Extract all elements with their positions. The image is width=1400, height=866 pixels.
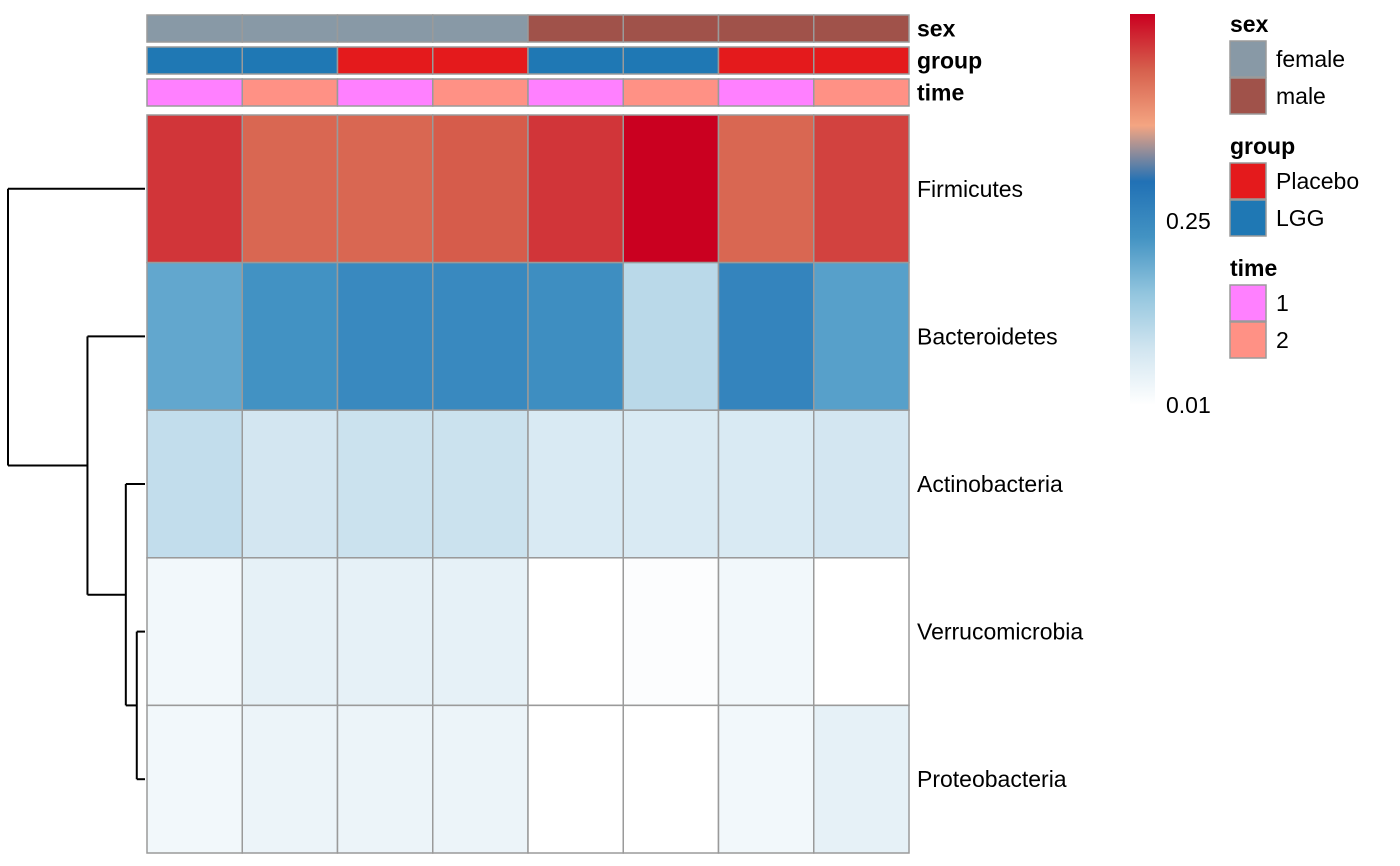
annotation-cell-group-3	[336, 46, 434, 75]
legend-title-group: group	[1230, 133, 1295, 159]
annotation-cell-group-5	[527, 46, 624, 75]
annotation-cell-time-6	[622, 78, 720, 107]
row-label-bacteroidetes: Bacteroidetes	[917, 323, 1058, 349]
heatmap-cell-actinobacteria-5	[527, 409, 624, 559]
heatmap-cells	[146, 114, 910, 854]
heatmap-cell-actinobacteria-8	[813, 409, 910, 559]
heatmap-cell-firmicutes-8	[813, 114, 910, 264]
legend-title-time: time	[1230, 255, 1277, 281]
legend-label-1: 1	[1276, 290, 1289, 316]
annotation-cell-time-8	[813, 78, 910, 107]
annotation-cell-sex-4	[432, 14, 529, 43]
annotation-label-group: group	[917, 48, 982, 74]
heatmap-cell-actinobacteria-3	[336, 409, 434, 559]
heatmap-cell-bacteroidetes-7	[717, 261, 815, 411]
row-label-proteobacteria: Proteobacteria	[917, 766, 1067, 792]
annotation-cell-group-7	[717, 46, 815, 75]
annotation-cell-time-5	[527, 78, 624, 107]
heatmap-cell-proteobacteria-3	[336, 704, 434, 854]
heatmap-cell-bacteroidetes-4	[432, 261, 529, 411]
heatmap-cell-verrucomicrobia-5	[527, 557, 624, 707]
heatmap-cell-firmicutes-5	[527, 114, 624, 264]
heatmap-cell-bacteroidetes-5	[527, 261, 624, 411]
annotation-cell-time-7	[717, 78, 815, 107]
heatmap-cell-proteobacteria-6	[622, 704, 720, 854]
annotation-cell-sex-2	[241, 14, 339, 43]
legend-swatch-male	[1229, 77, 1267, 115]
heatmap-cell-actinobacteria-6	[622, 409, 720, 559]
legend-title-sex: sex	[1230, 11, 1269, 37]
heatmap-cell-verrucomicrobia-7	[717, 557, 815, 707]
heatmap-cell-proteobacteria-2	[241, 704, 339, 854]
annotation-cell-group-2	[241, 46, 339, 75]
annotation-cell-sex-8	[813, 14, 910, 43]
annotation-cell-group-4	[432, 46, 529, 75]
annotation-cell-sex-3	[336, 14, 434, 43]
column-annotations: sex group time	[146, 14, 982, 107]
heatmap-cell-bacteroidetes-3	[336, 261, 434, 411]
heatmap-cell-firmicutes-6	[622, 114, 720, 264]
legend-swatch-female	[1229, 40, 1267, 78]
heatmap-cell-actinobacteria-1	[146, 409, 243, 559]
row-label-firmicutes: Firmicutes	[917, 176, 1023, 202]
annotation-cell-sex-6	[622, 14, 720, 43]
heatmap-cell-verrucomicrobia-2	[241, 557, 339, 707]
legend-label-male: male	[1276, 83, 1326, 109]
legend-swatch-2	[1229, 321, 1267, 359]
heatmap-cell-verrucomicrobia-1	[146, 557, 243, 707]
heatmap-cell-proteobacteria-4	[432, 704, 529, 854]
legend-label-lgg: LGG	[1276, 205, 1325, 231]
heatmap-cell-proteobacteria-1	[146, 704, 243, 854]
heatmap-cell-verrucomicrobia-6	[622, 557, 720, 707]
heatmap-cell-verrucomicrobia-4	[432, 557, 529, 707]
annotation-label-sex: sex	[917, 16, 956, 42]
legend-swatch-1	[1229, 284, 1267, 322]
annotation-cell-sex-5	[527, 14, 624, 43]
heatmap-cell-verrucomicrobia-3	[336, 557, 434, 707]
annotation-label-time: time	[917, 80, 964, 106]
annotation-cell-sex-7	[717, 14, 815, 43]
heatmap-cell-bacteroidetes-2	[241, 261, 339, 411]
color-scale-bar	[1130, 14, 1155, 405]
annotation-legends: sex female male group Placebo LGG time 1 2	[1229, 11, 1359, 359]
annotation-cell-time-1	[146, 78, 243, 107]
heatmap-cell-verrucomicrobia-8	[813, 557, 910, 707]
legend-swatch-lgg	[1229, 199, 1267, 237]
annotation-cell-time-3	[336, 78, 434, 107]
heatmap-cell-proteobacteria-8	[813, 704, 910, 854]
annotation-cell-group-8	[813, 46, 910, 75]
heatmap-cell-bacteroidetes-1	[146, 261, 243, 411]
heatmap-cell-bacteroidetes-6	[622, 261, 720, 411]
row-dendrogram	[7, 187, 145, 781]
heatmap-cell-firmicutes-3	[336, 114, 434, 264]
color-scale-legend: 0.25 0.01	[1130, 14, 1211, 418]
legend-swatch-placebo	[1229, 162, 1267, 200]
annotation-cell-sex-1	[146, 14, 243, 43]
color-scale-tick-label: 0.01	[1166, 392, 1211, 418]
legend-label-placebo: Placebo	[1276, 168, 1359, 194]
annotation-cell-time-4	[432, 78, 529, 107]
row-labels: Firmicutes Bacteroidetes Actinobacteria Ver…	[917, 176, 1083, 792]
row-label-actinobacteria: Actinobacteria	[917, 471, 1063, 497]
annotation-cell-group-6	[622, 46, 720, 75]
heatmap-cell-proteobacteria-5	[527, 704, 624, 854]
annotation-cell-time-2	[241, 78, 339, 107]
legend-label-2: 2	[1276, 327, 1289, 353]
heatmap-cell-actinobacteria-7	[717, 409, 815, 559]
color-scale-tick-label: 0.25	[1166, 208, 1211, 234]
annotation-cell-group-1	[146, 46, 243, 75]
heatmap-cell-bacteroidetes-8	[813, 261, 910, 411]
legend-label-female: female	[1276, 46, 1345, 72]
row-label-verrucomicrobia: Verrucomicrobia	[917, 619, 1083, 645]
heatmap-cell-proteobacteria-7	[717, 704, 815, 854]
heatmap-cell-actinobacteria-4	[432, 409, 529, 559]
heatmap-cell-firmicutes-2	[241, 114, 339, 264]
heatmap-cell-firmicutes-7	[717, 114, 815, 264]
heatmap-cell-firmicutes-4	[432, 114, 529, 264]
heatmap-cell-firmicutes-1	[146, 114, 243, 264]
heatmap-cell-actinobacteria-2	[241, 409, 339, 559]
